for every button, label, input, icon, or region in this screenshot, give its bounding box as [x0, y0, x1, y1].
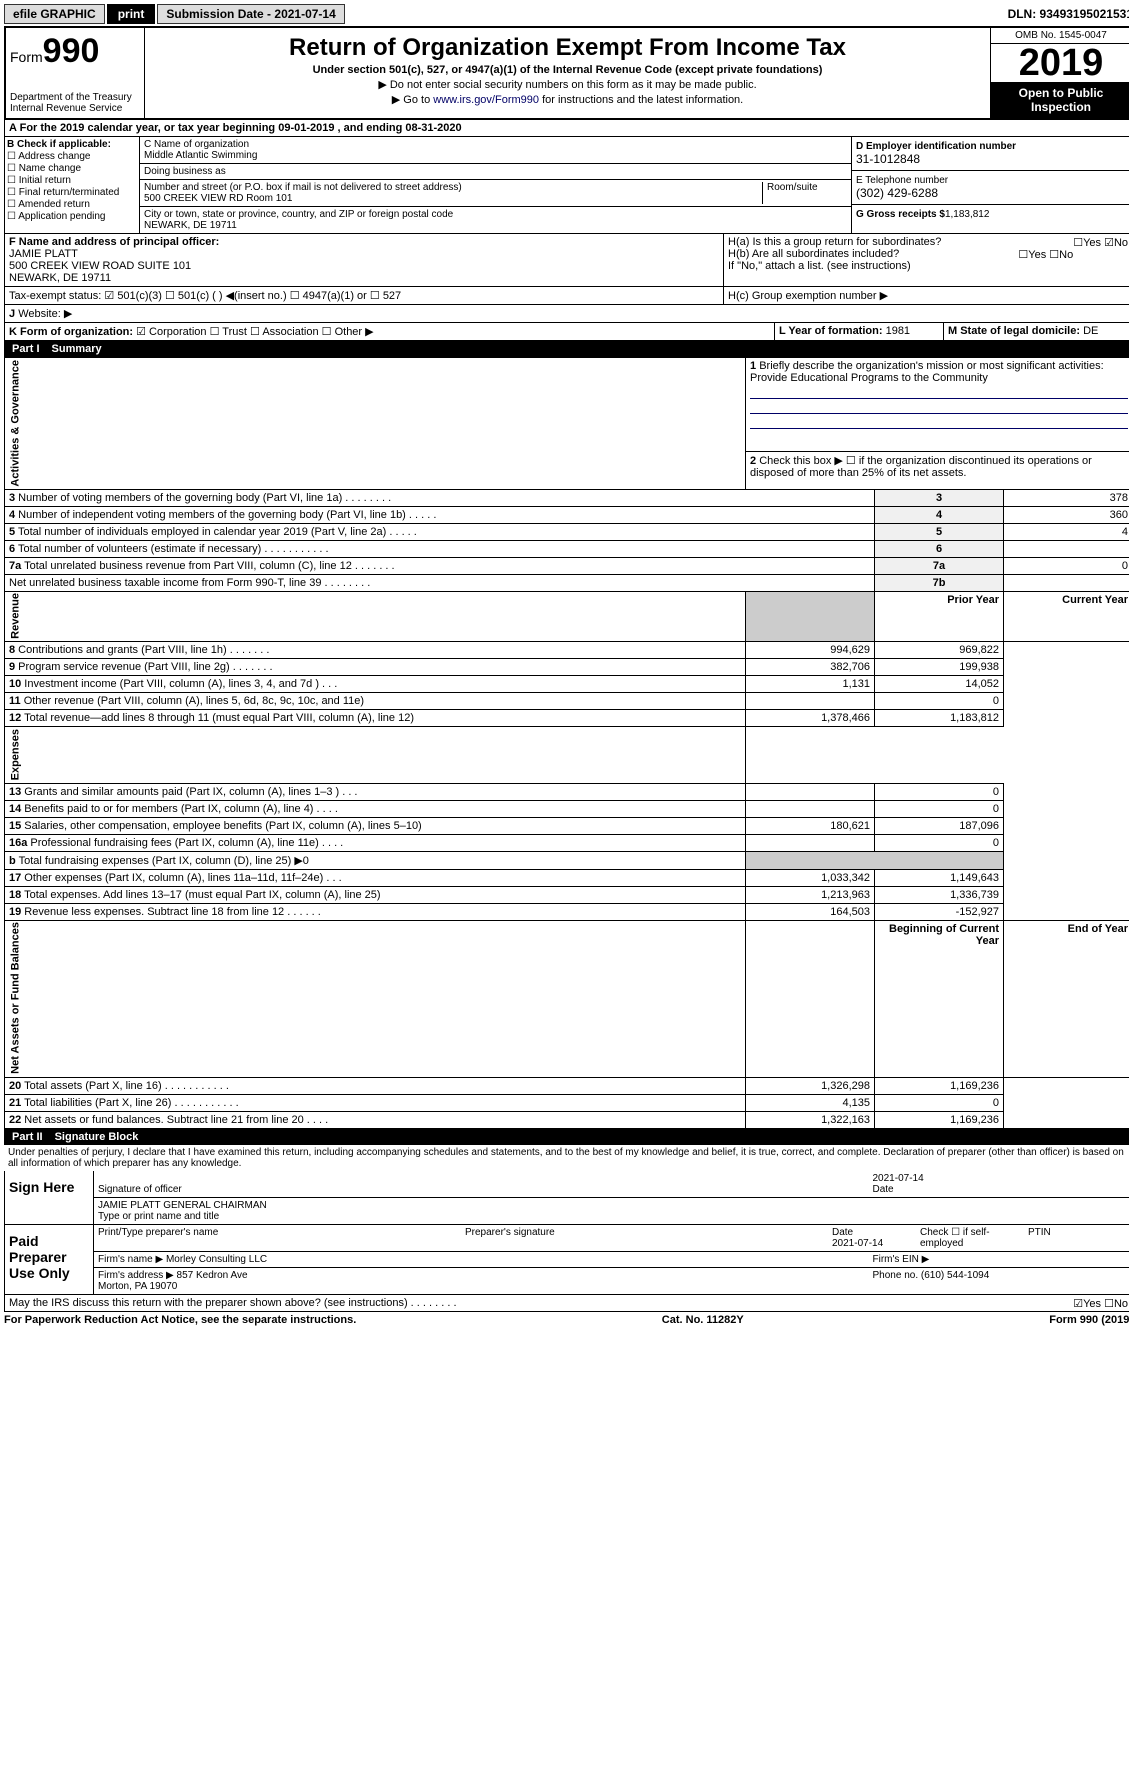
form-of-org: K Form of organization: ☑ Corporation ☐ …	[5, 323, 775, 340]
year-formation: 1981	[886, 325, 910, 337]
prep-phone: (610) 544-1094	[921, 1270, 989, 1281]
check-name[interactable]: ☐ Name change	[7, 163, 137, 174]
sign-date: 2021-07-14	[873, 1173, 924, 1184]
officer-print-name: JAMIE PLATT GENERAL CHAIRMAN	[98, 1200, 267, 1211]
website: Website: ▶	[18, 308, 72, 320]
tax-exempt-status: Tax-exempt status: ☑ 501(c)(3) ☐ 501(c) …	[5, 287, 724, 304]
top-bar: efile GRAPHIC print Submission Date - 20…	[4, 4, 1129, 24]
gross-receipts: 1,183,812	[945, 209, 990, 220]
check-address[interactable]: ☐ Address change	[7, 151, 137, 162]
org-name: Middle Atlantic Swimming	[144, 150, 257, 161]
submission-date: Submission Date - 2021-07-14	[157, 4, 344, 24]
box-b: B Check if applicable: ☐ Address change …	[5, 137, 140, 233]
ssn-note: ▶ Do not enter social security numbers o…	[149, 78, 986, 91]
link-note: ▶ Go to www.irs.gov/Form990 for instruct…	[149, 93, 986, 106]
open-public: Open to Public Inspection	[991, 82, 1129, 118]
org-name-row: C Name of organizationMiddle Atlantic Sw…	[140, 137, 851, 164]
officer-addr: 500 CREEK VIEW ROAD SUITE 101 NEWARK, DE…	[9, 260, 191, 284]
part1-header: Part ISummary	[4, 341, 1129, 357]
form-title: Return of Organization Exempt From Incom…	[149, 34, 986, 62]
dln: DLN: 93493195021531	[1008, 7, 1129, 21]
form-header: Form990 Department of the Treasury Inter…	[4, 26, 1129, 120]
ein: 31-1012848	[856, 152, 920, 166]
form-subtitle: Under section 501(c), 527, or 4947(a)(1)…	[149, 64, 986, 76]
check-pending[interactable]: ☐ Application pending	[7, 211, 137, 222]
tax-period: A For the 2019 calendar year, or tax yea…	[4, 120, 1129, 137]
mission: Provide Educational Programs to the Comm…	[750, 372, 988, 384]
officer-row: F Name and address of principal officer:…	[4, 234, 1129, 287]
org-address: 500 CREEK VIEW RD Room 101	[144, 193, 292, 204]
page-footer: For Paperwork Reduction Act Notice, see …	[4, 1312, 1129, 1328]
signature-block: Sign Here Signature of officer2021-07-14…	[4, 1171, 1129, 1295]
form-number: Form990	[10, 32, 140, 71]
summary-table: Activities & Governance 1 Briefly descri…	[4, 357, 1129, 1129]
prep-firm: Morley Consulting LLC	[166, 1254, 267, 1265]
org-city: NEWARK, DE 19711	[144, 220, 237, 231]
discuss-row: May the IRS discuss this return with the…	[4, 1295, 1129, 1312]
tax-year: 2019	[991, 44, 1129, 82]
dba-row: Doing business as	[140, 164, 851, 180]
irs-link[interactable]: www.irs.gov/Form990	[433, 94, 539, 106]
print-button[interactable]: print	[107, 4, 156, 24]
state-domicile: DE	[1083, 325, 1098, 337]
check-final[interactable]: ☐ Final return/terminated	[7, 187, 137, 198]
check-amended[interactable]: ☐ Amended return	[7, 199, 137, 210]
check-initial[interactable]: ☐ Initial return	[7, 175, 137, 186]
part2-header: Part IISignature Block	[4, 1129, 1129, 1145]
dept-treasury: Department of the Treasury Internal Reve…	[10, 92, 140, 114]
efile-badge: efile GRAPHIC	[4, 4, 105, 24]
entity-block: B Check if applicable: ☐ Address change …	[4, 137, 1129, 234]
phone: (302) 429-6288	[856, 186, 938, 200]
perjury-text: Under penalties of perjury, I declare th…	[4, 1145, 1129, 1171]
officer-name: JAMIE PLATT	[9, 248, 78, 260]
